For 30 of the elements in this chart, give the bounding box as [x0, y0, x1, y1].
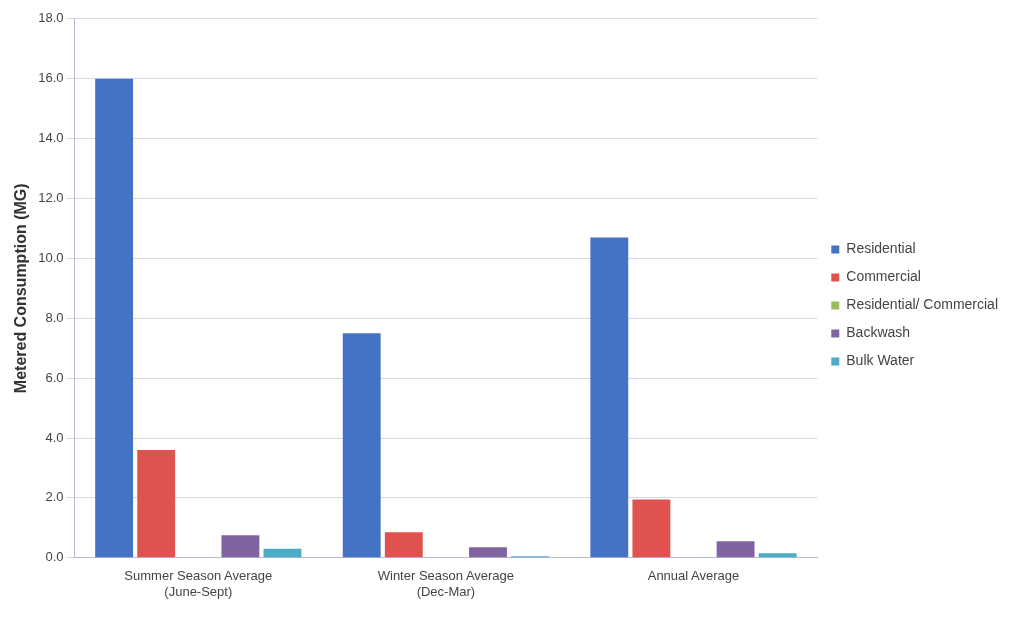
bar [95, 78, 134, 558]
x-tick-label: Winter Season Average (Dec-Mar) [377, 568, 515, 599]
y-tick-label: 2.0 [45, 489, 64, 505]
y-tick-label: 12.0 [38, 190, 64, 206]
bar [263, 548, 302, 558]
bar [469, 547, 507, 558]
y-tick-label: 4.0 [45, 429, 64, 445]
bar [590, 237, 629, 558]
y-tick-label: 0.0 [45, 549, 64, 565]
legend-label: Bulk Water [846, 352, 915, 369]
y-axis-title: Metered Consumption (MG) [12, 183, 30, 394]
bar [384, 532, 423, 558]
bar [221, 535, 260, 558]
bar [342, 333, 381, 558]
bar [632, 499, 671, 558]
y-tick-label: 8.0 [45, 309, 64, 325]
y-tick-label: 10.0 [38, 249, 64, 265]
legend-label: Backwash [846, 324, 911, 341]
y-tick-label: 18.0 [38, 10, 64, 26]
bar [758, 553, 797, 558]
x-tick-label: Summer Season Average (June-Sept) [124, 568, 273, 599]
x-tick-label: Annual Average [647, 568, 740, 584]
bar [716, 541, 755, 558]
legend-label: Residential [846, 240, 916, 257]
y-tick-label: 16.0 [38, 70, 64, 86]
y-tick-label: 6.0 [45, 369, 64, 385]
y-tick-label: 14.0 [38, 130, 64, 146]
legend-label: Commercial [846, 268, 921, 285]
bar [137, 450, 176, 558]
legend-label: Residential/ Commercial [846, 296, 998, 313]
